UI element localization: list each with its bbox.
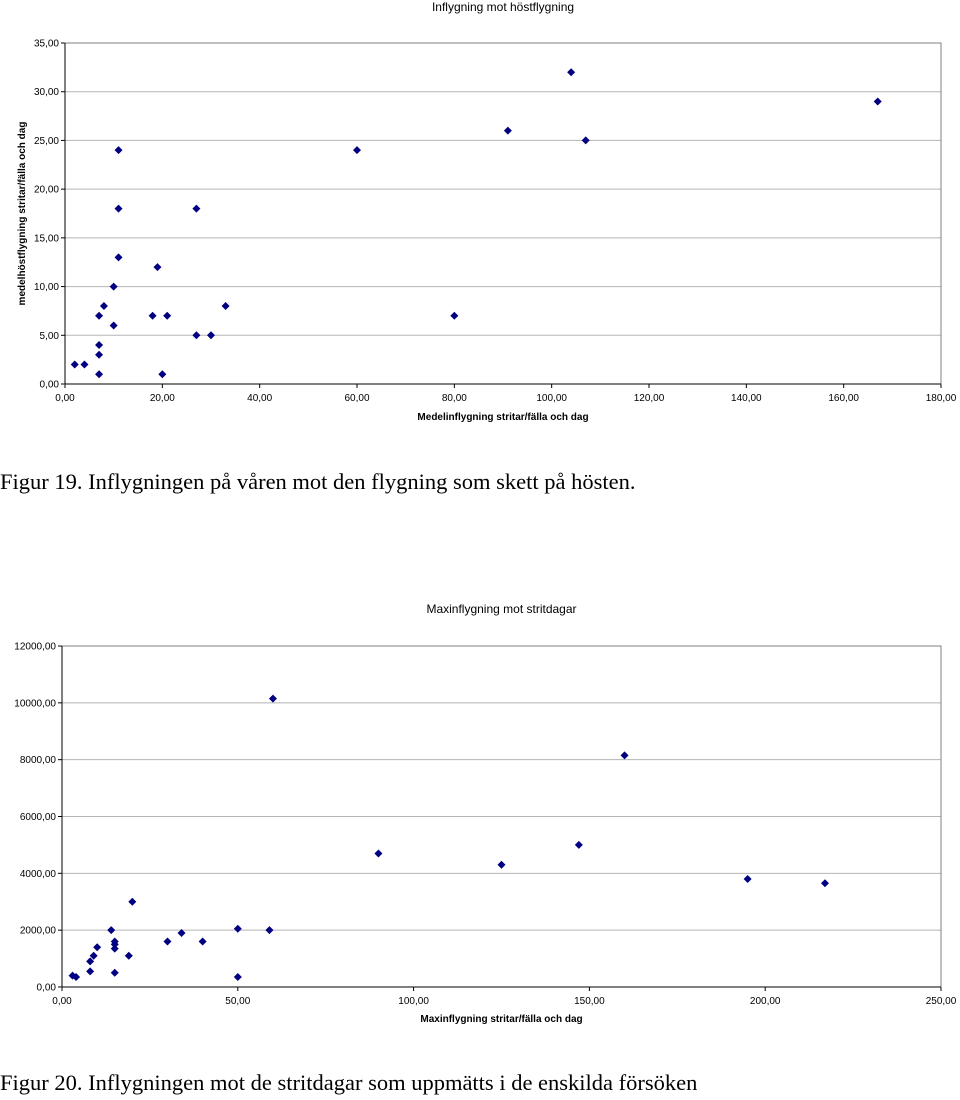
data-point [233, 973, 242, 982]
data-point [873, 97, 882, 106]
x-tick-label: 20,00 [150, 393, 175, 404]
data-point [93, 943, 102, 952]
data-point [128, 897, 137, 906]
data-point [109, 282, 118, 291]
y-tick-label: 25,00 [34, 136, 59, 147]
data-point [95, 350, 104, 359]
chart-title: Maxinflygning mot stritdagar [426, 602, 576, 616]
x-axis-label: Medelinflygning stritar/fälla och dag [417, 412, 588, 423]
data-point [95, 311, 104, 320]
y-tick-label: 12000,00 [14, 642, 56, 653]
data-point [110, 937, 119, 946]
x-tick-label: 50,00 [225, 996, 250, 1007]
y-tick-label: 0,00 [37, 983, 57, 994]
data-point [114, 146, 123, 155]
x-tick-label: 0,00 [52, 996, 72, 1007]
y-tick-label: 8000,00 [20, 755, 57, 766]
chart-inflygning-hostflygning: Inflygning mot höstflygning 0,00 5,00 10,00… [0, 0, 960, 430]
data-point [497, 860, 506, 869]
data-point [233, 924, 242, 933]
figure-19-caption: Figur 19. Inflygningen på våren mot den … [0, 469, 636, 494]
data-point [110, 968, 119, 977]
x-tick-label: 80,00 [442, 393, 467, 404]
y-tick-label: 10,00 [34, 282, 59, 293]
x-tick-label: 0,00 [55, 393, 75, 404]
data-point [114, 204, 123, 213]
x-tick-label: 60,00 [344, 393, 369, 404]
y-tick-label: 0,00 [40, 380, 60, 391]
y-tick-label: 6000,00 [20, 812, 57, 823]
chart-maxinflygning-stritdagar: Maxinflygning mot stritdagar 0,00 2000,00 4… [0, 595, 960, 1030]
data-point [163, 937, 172, 946]
x-tick-label: 200,00 [750, 996, 781, 1007]
data-point [450, 311, 459, 320]
data-point [107, 926, 116, 935]
data-point [192, 204, 201, 213]
data-point [148, 311, 157, 320]
data-point [114, 253, 123, 262]
data-point [820, 879, 829, 888]
chart-1-svg: Inflygning mot höstflygning 0,00 5,00 10,00… [17, 0, 957, 423]
data-point [99, 302, 108, 311]
y-tick-label: 30,00 [34, 87, 59, 98]
y-tick-label: 2000,00 [20, 926, 57, 937]
data-point [72, 973, 81, 982]
data-point [743, 875, 752, 884]
y-tick-label: 10000,00 [14, 698, 56, 709]
data-point [95, 370, 104, 379]
data-point [207, 331, 215, 340]
x-tick-label: 250,00 [926, 996, 957, 1007]
x-tick-label: 40,00 [247, 393, 272, 404]
data-point [89, 951, 98, 960]
data-point [581, 136, 590, 145]
figure-20-caption: Figur 20. Inflygningen mot de stritdagar… [0, 1070, 698, 1095]
data-point [374, 849, 383, 858]
data-point [192, 331, 201, 340]
data-point [177, 929, 186, 938]
data-point [110, 944, 119, 953]
data-point [109, 321, 118, 330]
x-tick-label: 100,00 [536, 393, 567, 404]
data-point [574, 840, 583, 849]
data-point [86, 967, 95, 976]
y-tick-label: 15,00 [34, 233, 59, 244]
data-point [567, 68, 576, 77]
data-point [198, 937, 207, 946]
y-tick-label: 4000,00 [20, 869, 57, 880]
data-point [620, 751, 629, 760]
x-tick-label: 160,00 [828, 393, 859, 404]
data-point [80, 360, 89, 369]
data-point [70, 360, 79, 369]
chart-title: Inflygning mot höstflygning [432, 0, 574, 14]
y-axis-label: medelhöstflygning stritar/fälla och dag [17, 122, 28, 306]
y-tick-label: 5,00 [40, 331, 60, 342]
data-point [95, 341, 104, 350]
x-tick-label: 180,00 [926, 393, 957, 404]
data-point [503, 126, 512, 135]
x-tick-label: 150,00 [574, 996, 605, 1007]
x-tick-label: 120,00 [634, 393, 665, 404]
x-tick-label: 140,00 [731, 393, 762, 404]
y-tick-label: 35,00 [34, 39, 59, 50]
y-tick-label: 20,00 [34, 185, 59, 196]
x-axis-label: Maxinflygning stritar/fälla och dag [420, 1014, 582, 1025]
chart-2-svg: Maxinflygning mot stritdagar 0,00 2000,00 4… [14, 602, 957, 1025]
data-point [86, 957, 95, 966]
data-point [265, 926, 274, 935]
data-point [153, 263, 162, 272]
data-point [268, 694, 277, 703]
data-point [163, 311, 172, 320]
data-point [158, 370, 167, 379]
data-point [353, 146, 361, 155]
data-point [221, 302, 230, 311]
data-point [124, 951, 133, 960]
x-tick-label: 100,00 [398, 996, 429, 1007]
